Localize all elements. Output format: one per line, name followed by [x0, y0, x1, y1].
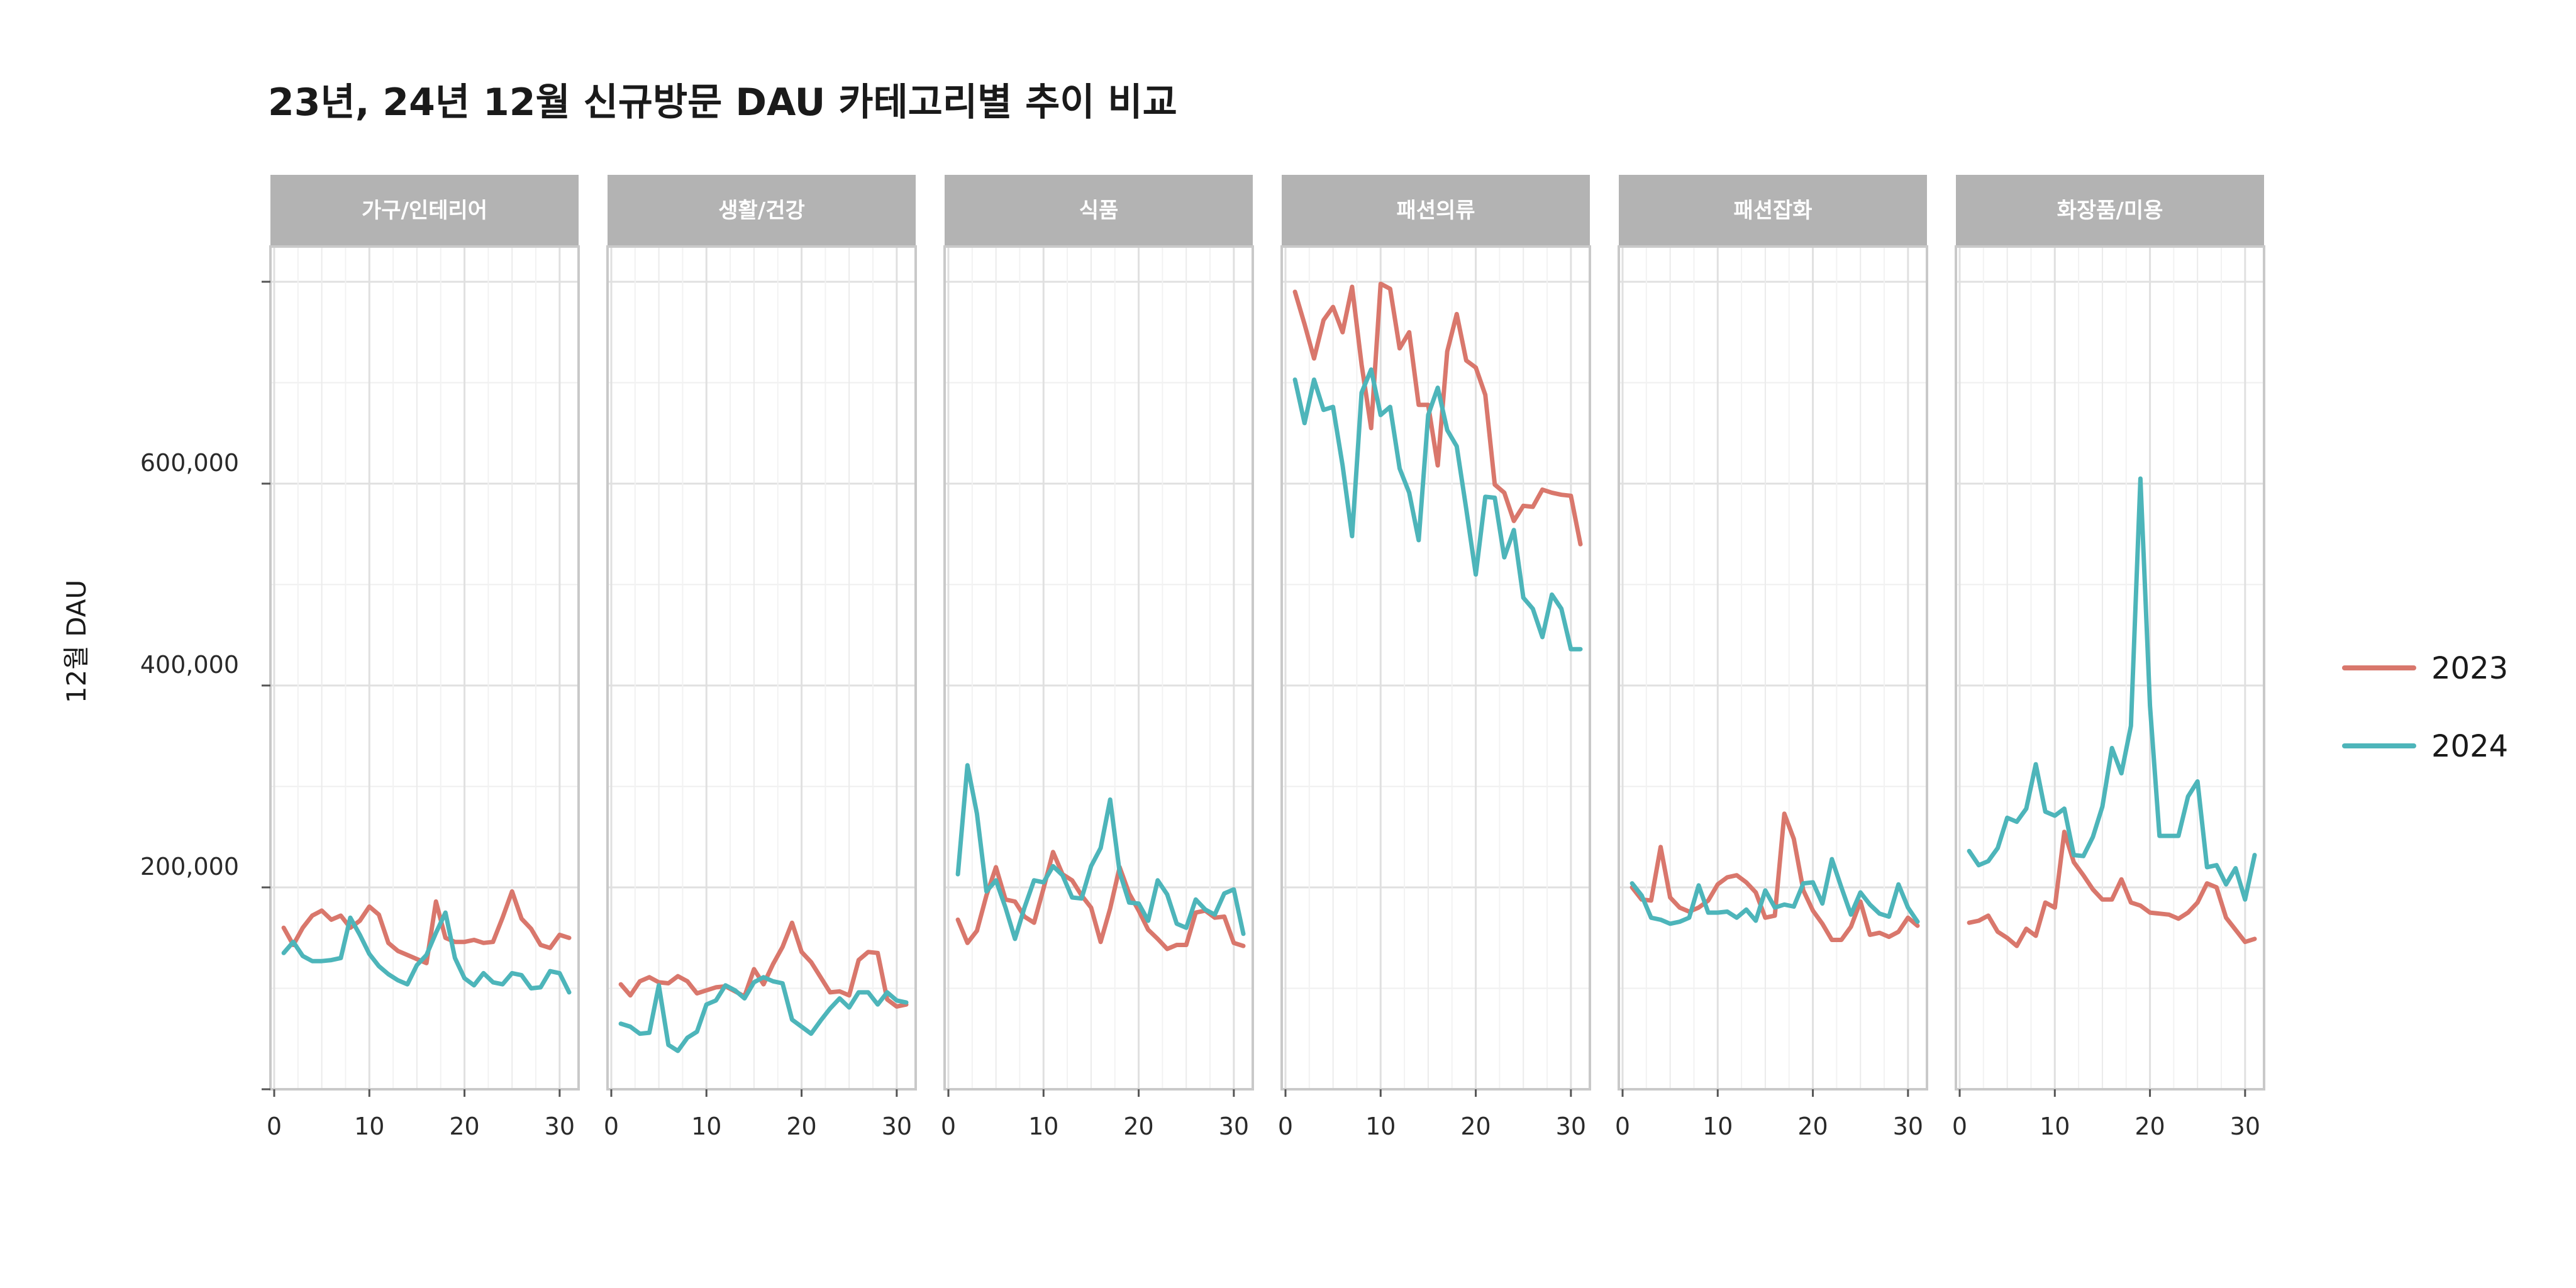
x-tick-label: 30: [1219, 1113, 1249, 1140]
series-line-2023: [1629, 811, 1920, 942]
x-tick-label: 0: [267, 1113, 282, 1140]
facet-strip-label: 생활/건강: [718, 198, 805, 223]
x-tick-label: 20: [1797, 1113, 1828, 1140]
facet-strip: [1619, 175, 1927, 245]
panel-border: [1280, 245, 1591, 1091]
legend: 2023 2024: [2342, 651, 2508, 764]
facet-panel-5: 패션잡화 0 10 20 30: [1615, 175, 1928, 1140]
facet-panels: 가구/인테리어 0 10 20 30 생활/건강 0 10 20 30 식품 0 10 20 30 패션의류 0…: [267, 175, 2265, 1140]
y-tick-label: 200,000: [140, 853, 239, 880]
x-tick-label: 30: [1556, 1113, 1586, 1140]
x-tick-label: 10: [691, 1113, 721, 1140]
series-line-2024: [955, 763, 1246, 941]
facet-strip-label: 화장품/미용: [2057, 198, 2163, 223]
x-tick-label: 20: [1123, 1113, 1153, 1140]
x-tick-label: 30: [1893, 1113, 1923, 1140]
x-tick-label: 0: [1278, 1113, 1293, 1140]
panel-background: [1618, 245, 1928, 1091]
facet-strip-label: 가구/인테리어: [362, 198, 487, 223]
facet-panel-3: 식품 0 10 20 30: [941, 175, 1254, 1140]
panel-border: [1618, 245, 1928, 1091]
series-line-2023: [955, 850, 1246, 952]
facet-strip: [1282, 175, 1590, 245]
y-axis-title: 12월 DAU: [61, 580, 92, 704]
chart-title: 23년, 24년 12월 신규방문 DAU 카테고리별 추이 비교: [268, 80, 1177, 125]
facet-panel-6: 화장품/미용 0 10 20 30: [1952, 175, 2265, 1140]
x-tick-label: 0: [941, 1113, 956, 1140]
x-tick-label: 10: [2040, 1113, 2070, 1140]
y-tick-label: 600,000: [140, 449, 239, 477]
x-tick-label: 30: [882, 1113, 912, 1140]
x-tick-label: 10: [1028, 1113, 1058, 1140]
x-tick-label: 30: [545, 1113, 575, 1140]
x-tick-label: 0: [1952, 1113, 1967, 1140]
facet-strip-label: 패션잡화: [1733, 198, 1812, 223]
series-line-2024: [281, 910, 572, 995]
series-line-2023: [281, 889, 572, 965]
panel-background: [1955, 245, 2265, 1091]
x-tick-label: 30: [2230, 1113, 2260, 1140]
series-line-2024: [1292, 367, 1583, 652]
legend-label-2024: 2024: [2431, 729, 2508, 764]
x-tick-label: 20: [786, 1113, 816, 1140]
series-line-2023: [1967, 830, 2257, 948]
legend-label-2023: 2023: [2431, 651, 2508, 686]
panel-border: [269, 245, 580, 1091]
facet-panel-2: 생활/건강 0 10 20 30: [604, 175, 917, 1140]
x-tick-label: 10: [354, 1113, 384, 1140]
x-tick-label: 10: [1365, 1113, 1396, 1140]
facet-panel-4: 패션의류 0 10 20 30: [1278, 175, 1591, 1140]
panel-border: [606, 245, 917, 1091]
panel-border: [943, 245, 1254, 1091]
x-tick-label: 0: [604, 1113, 619, 1140]
x-tick-label: 20: [1460, 1113, 1491, 1140]
x-tick-label: 20: [2135, 1113, 2165, 1140]
facet-strip-label: 식품: [1079, 198, 1119, 223]
panel-background: [1280, 245, 1591, 1091]
y-tick-label: 400,000: [140, 651, 239, 679]
facet-panel-1: 가구/인테리어 0 10 20 30: [267, 175, 580, 1140]
x-tick-label: 0: [1615, 1113, 1630, 1140]
y-axis-ticks: 200,000 400,000 600,000: [140, 280, 270, 1091]
series-line-2023: [1292, 281, 1583, 547]
facet-strip: [1956, 175, 2264, 245]
panel-background: [943, 245, 1254, 1091]
panel-border: [1955, 245, 2265, 1091]
facet-strip: [945, 175, 1253, 245]
series-line-2023: [618, 920, 909, 1009]
panel-background: [606, 245, 917, 1091]
series-line-2024: [1629, 857, 1920, 926]
series-line-2024: [618, 975, 909, 1053]
x-tick-label: 20: [449, 1113, 479, 1140]
series-line-2024: [1967, 476, 2257, 902]
facet-strip: [608, 175, 916, 245]
x-tick-label: 10: [1702, 1113, 1733, 1140]
facet-strip: [270, 175, 579, 245]
facet-strip-label: 패션의류: [1396, 198, 1475, 223]
